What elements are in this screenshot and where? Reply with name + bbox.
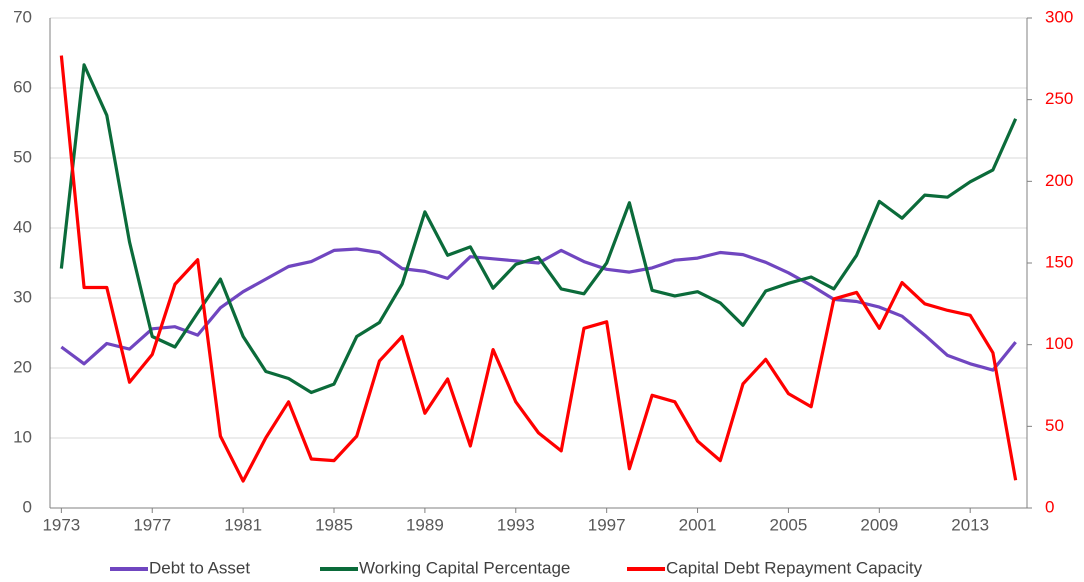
legend-label: Debt to Asset <box>149 558 250 577</box>
y-tick-label: 60 <box>13 77 32 96</box>
x-tick-label: 1985 <box>315 515 353 534</box>
y2-tick-label: 150 <box>1045 252 1073 271</box>
x-tick-label: 1989 <box>406 515 444 534</box>
legend-label: Working Capital Percentage <box>359 558 570 577</box>
x-tick-label: 2005 <box>770 515 808 534</box>
x-tick-label: 1977 <box>133 515 171 534</box>
y2-tick-label: 0 <box>1045 497 1054 516</box>
x-tick-label: 1973 <box>42 515 80 534</box>
legend-label: Capital Debt Repayment Capacity <box>666 558 923 577</box>
x-tick-label: 2013 <box>951 515 989 534</box>
y2-tick-label: 100 <box>1045 334 1073 353</box>
series-line <box>59 63 1018 395</box>
legend: Debt to Asset Working Capital Percentage C… <box>110 558 923 577</box>
y-tick-label: 40 <box>13 217 32 236</box>
y2-tick-label: 200 <box>1045 171 1073 190</box>
y-tick-label: 30 <box>13 287 32 306</box>
x-tick-label: 1993 <box>497 515 535 534</box>
y-tick-label: 20 <box>13 357 32 376</box>
series-line <box>59 55 1018 483</box>
x-tick-label: 2009 <box>860 515 898 534</box>
x-tick-label: 2001 <box>679 515 717 534</box>
y2-tick-label: 300 <box>1045 7 1073 26</box>
y2-tick-label: 50 <box>1045 416 1064 435</box>
y-tick-label: 50 <box>13 147 32 166</box>
x-tick-label: 1981 <box>224 515 262 534</box>
y-tick-label: 0 <box>23 497 32 516</box>
x-tick-label: 1997 <box>588 515 626 534</box>
y-tick-label: 10 <box>13 427 32 446</box>
y-tick-label: 70 <box>13 7 32 26</box>
series-line <box>60 247 1017 372</box>
y2-tick-label: 250 <box>1045 89 1073 108</box>
